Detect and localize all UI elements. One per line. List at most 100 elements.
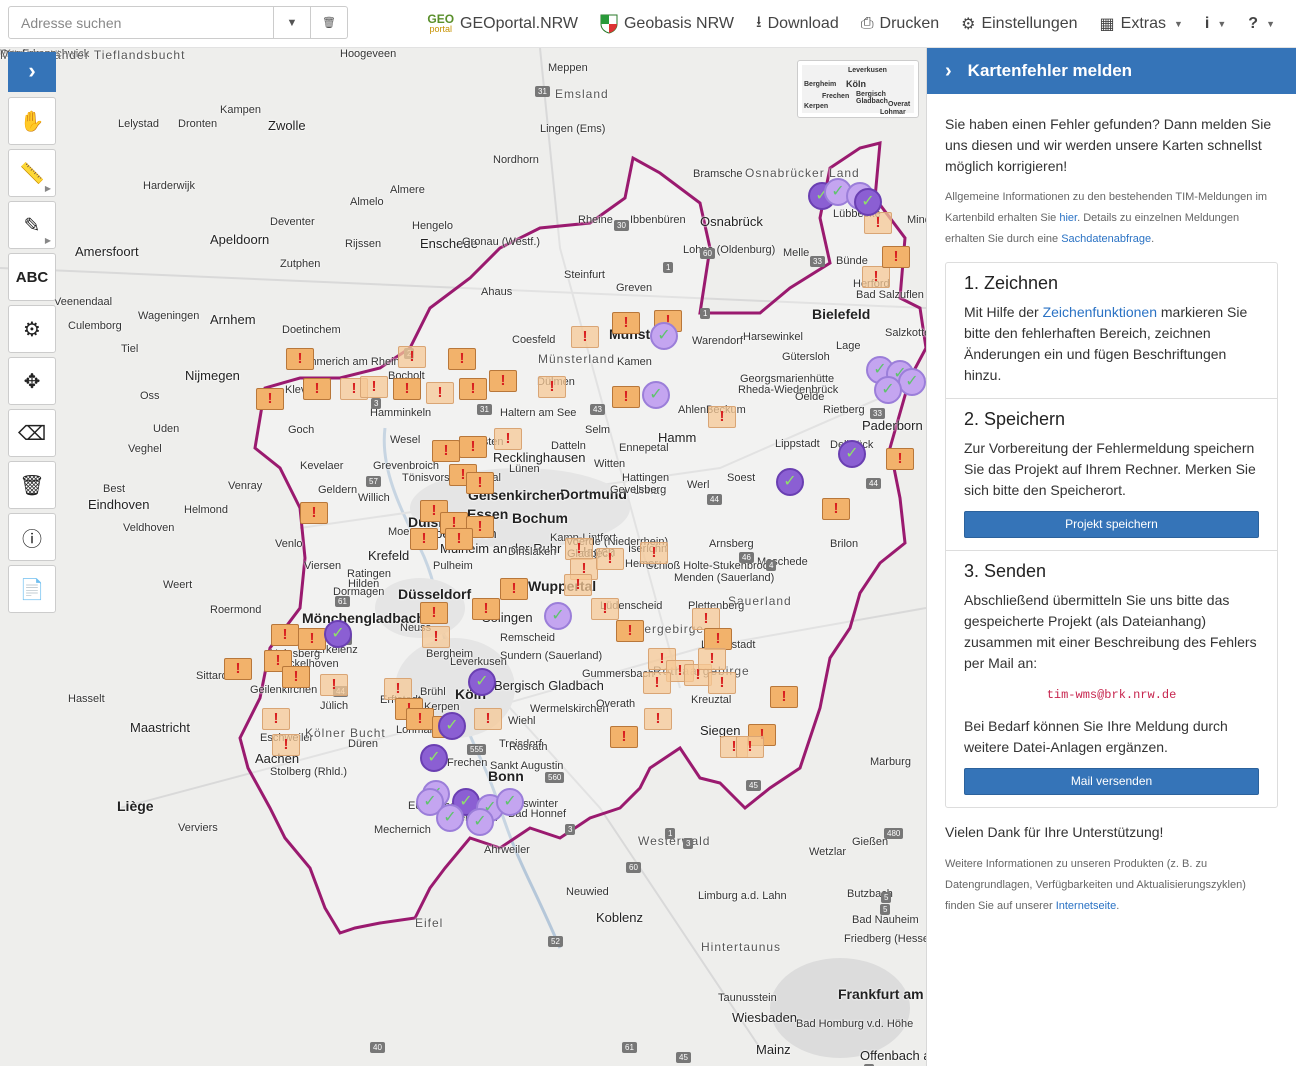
report-marker-icon[interactable]: ! xyxy=(643,672,671,694)
report-marker-icon[interactable]: ! xyxy=(692,608,720,630)
send-mail-button[interactable]: Mail versenden xyxy=(964,768,1259,795)
done-marker-icon[interactable]: ✓ xyxy=(898,368,926,396)
tool-delete-all[interactable]: 🗑 xyxy=(8,461,56,509)
report-marker-icon[interactable]: ! xyxy=(500,578,528,600)
tool-settings[interactable]: ⚙ xyxy=(8,305,56,353)
report-marker-icon[interactable]: ! xyxy=(708,672,736,694)
done-marker-icon[interactable]: ✓ xyxy=(874,376,902,404)
report-marker-icon[interactable]: ! xyxy=(298,628,326,650)
report-marker-icon[interactable]: ! xyxy=(494,428,522,450)
report-marker-icon[interactable]: ! xyxy=(538,376,566,398)
report-marker-icon[interactable]: ! xyxy=(224,658,252,680)
done-marker-icon[interactable]: ✓ xyxy=(436,804,464,832)
info-link-sachdatenabfrage[interactable]: Sachdatenabfrage xyxy=(1061,233,1152,245)
menu-print[interactable]: ⎙ Drucken xyxy=(850,15,950,33)
menu-geoportal[interactable]: GEO portal GEOportal.NRW xyxy=(416,13,589,34)
report-marker-icon[interactable]: ! xyxy=(466,472,494,494)
report-marker-icon[interactable]: ! xyxy=(393,378,421,400)
report-marker-icon[interactable]: ! xyxy=(596,548,624,570)
report-marker-icon[interactable]: ! xyxy=(864,212,892,234)
tool-draw[interactable]: ✎ ▶ xyxy=(8,201,56,249)
menu-geobasis[interactable]: Geobasis NRW xyxy=(589,14,745,34)
toolbar-toggle-button[interactable]: › xyxy=(8,52,56,92)
done-marker-icon[interactable]: ✓ xyxy=(468,668,496,696)
done-marker-icon[interactable]: ✓ xyxy=(438,712,466,740)
report-marker-icon[interactable]: ! xyxy=(466,516,494,538)
menu-info[interactable]: i ▼ xyxy=(1194,15,1237,33)
map-view[interactable]: Hoogeveen Meppen Emsland Lingen (Ems) Kampen… xyxy=(0,48,926,1066)
report-marker-icon[interactable]: ! xyxy=(459,378,487,400)
done-marker-icon[interactable]: ✓ xyxy=(854,188,882,216)
tool-measure[interactable]: 📏 ▶ xyxy=(8,149,56,197)
report-marker-icon[interactable]: ! xyxy=(612,386,640,408)
search-input[interactable] xyxy=(9,7,273,38)
report-marker-icon[interactable]: ! xyxy=(472,598,500,620)
report-marker-icon[interactable]: ! xyxy=(272,734,300,756)
report-marker-icon[interactable]: ! xyxy=(300,502,328,524)
draw-functions-link[interactable]: Zeichenfunktionen xyxy=(1042,304,1157,320)
report-marker-icon[interactable]: ! xyxy=(886,448,914,470)
report-marker-icon[interactable]: ! xyxy=(591,598,619,620)
info-link-hier[interactable]: hier xyxy=(1059,212,1078,224)
done-marker-icon[interactable]: ✓ xyxy=(496,788,524,816)
menu-help[interactable]: ? ▼ xyxy=(1237,15,1286,33)
report-marker-icon[interactable]: ! xyxy=(320,674,348,696)
report-marker-icon[interactable]: ! xyxy=(360,376,388,398)
search-clear-button[interactable]: 🗑 xyxy=(310,7,347,38)
report-marker-icon[interactable]: ! xyxy=(271,624,299,646)
report-marker-icon[interactable]: ! xyxy=(410,528,438,550)
done-marker-icon[interactable]: ✓ xyxy=(544,602,572,630)
report-marker-icon[interactable]: ! xyxy=(704,628,732,650)
done-marker-icon[interactable]: ✓ xyxy=(776,468,804,496)
report-marker-icon[interactable]: ! xyxy=(426,382,454,404)
tool-text[interactable]: ABC xyxy=(8,253,56,301)
report-marker-icon[interactable]: ! xyxy=(698,648,726,670)
report-marker-icon[interactable]: ! xyxy=(459,436,487,458)
report-marker-icon[interactable]: ! xyxy=(384,678,412,700)
panel-header[interactable]: › Kartenfehler melden xyxy=(927,48,1296,94)
report-marker-icon[interactable]: ! xyxy=(770,686,798,708)
done-marker-icon[interactable]: ✓ xyxy=(650,322,678,350)
report-marker-icon[interactable]: ! xyxy=(262,708,290,730)
tool-delete-selection[interactable]: ⌫ xyxy=(8,409,56,457)
report-marker-icon[interactable]: ! xyxy=(432,440,460,462)
report-marker-icon[interactable]: ! xyxy=(422,626,450,648)
report-marker-icon[interactable]: ! xyxy=(708,406,736,428)
report-marker-icon[interactable]: ! xyxy=(822,498,850,520)
report-marker-icon[interactable]: ! xyxy=(489,370,517,392)
report-marker-icon[interactable]: ! xyxy=(571,326,599,348)
report-marker-icon[interactable]: ! xyxy=(736,736,764,758)
done-marker-icon[interactable]: ✓ xyxy=(838,440,866,468)
tool-info[interactable]: ⓘ xyxy=(8,513,56,561)
done-marker-icon[interactable]: ✓ xyxy=(324,620,352,648)
report-marker-icon[interactable]: ! xyxy=(282,666,310,688)
report-marker-icon[interactable]: ! xyxy=(303,378,331,400)
report-marker-icon[interactable]: ! xyxy=(474,708,502,730)
tool-move[interactable]: ✥ xyxy=(8,357,56,405)
save-project-button[interactable]: Projekt speichern xyxy=(964,511,1259,538)
report-marker-icon[interactable]: ! xyxy=(256,388,284,410)
done-marker-icon[interactable]: ✓ xyxy=(466,808,494,836)
menu-settings[interactable]: ⚙ Einstellungen xyxy=(950,14,1088,34)
report-marker-icon[interactable]: ! xyxy=(286,348,314,370)
report-marker-icon[interactable]: ! xyxy=(616,620,644,642)
report-marker-icon[interactable]: ! xyxy=(644,708,672,730)
done-marker-icon[interactable]: ✓ xyxy=(642,381,670,409)
tool-document[interactable]: 📄 xyxy=(8,565,56,613)
report-marker-icon[interactable]: ! xyxy=(862,266,890,288)
report-marker-icon[interactable]: ! xyxy=(640,542,668,564)
search-dropdown-button[interactable]: ▼ xyxy=(273,7,310,38)
menu-download[interactable]: ⭳ Download xyxy=(745,11,850,38)
report-marker-icon[interactable]: ! xyxy=(406,708,434,730)
report-marker-icon[interactable]: ! xyxy=(612,312,640,334)
done-marker-icon[interactable]: ✓ xyxy=(420,744,448,772)
report-marker-icon[interactable]: ! xyxy=(882,246,910,268)
overview-minimap[interactable]: Leverkusen Bergheim Frechen Köln Bergisc… xyxy=(797,60,919,118)
website-link[interactable]: Internetseite xyxy=(1055,900,1117,912)
report-marker-icon[interactable]: ! xyxy=(445,528,473,550)
report-marker-icon[interactable]: ! xyxy=(420,602,448,624)
report-marker-icon[interactable]: ! xyxy=(398,346,426,368)
tool-pan[interactable]: ✋ xyxy=(8,97,56,145)
menu-extras[interactable]: ▦ Extras ▼ xyxy=(1089,14,1194,34)
report-marker-icon[interactable]: ! xyxy=(565,538,593,560)
